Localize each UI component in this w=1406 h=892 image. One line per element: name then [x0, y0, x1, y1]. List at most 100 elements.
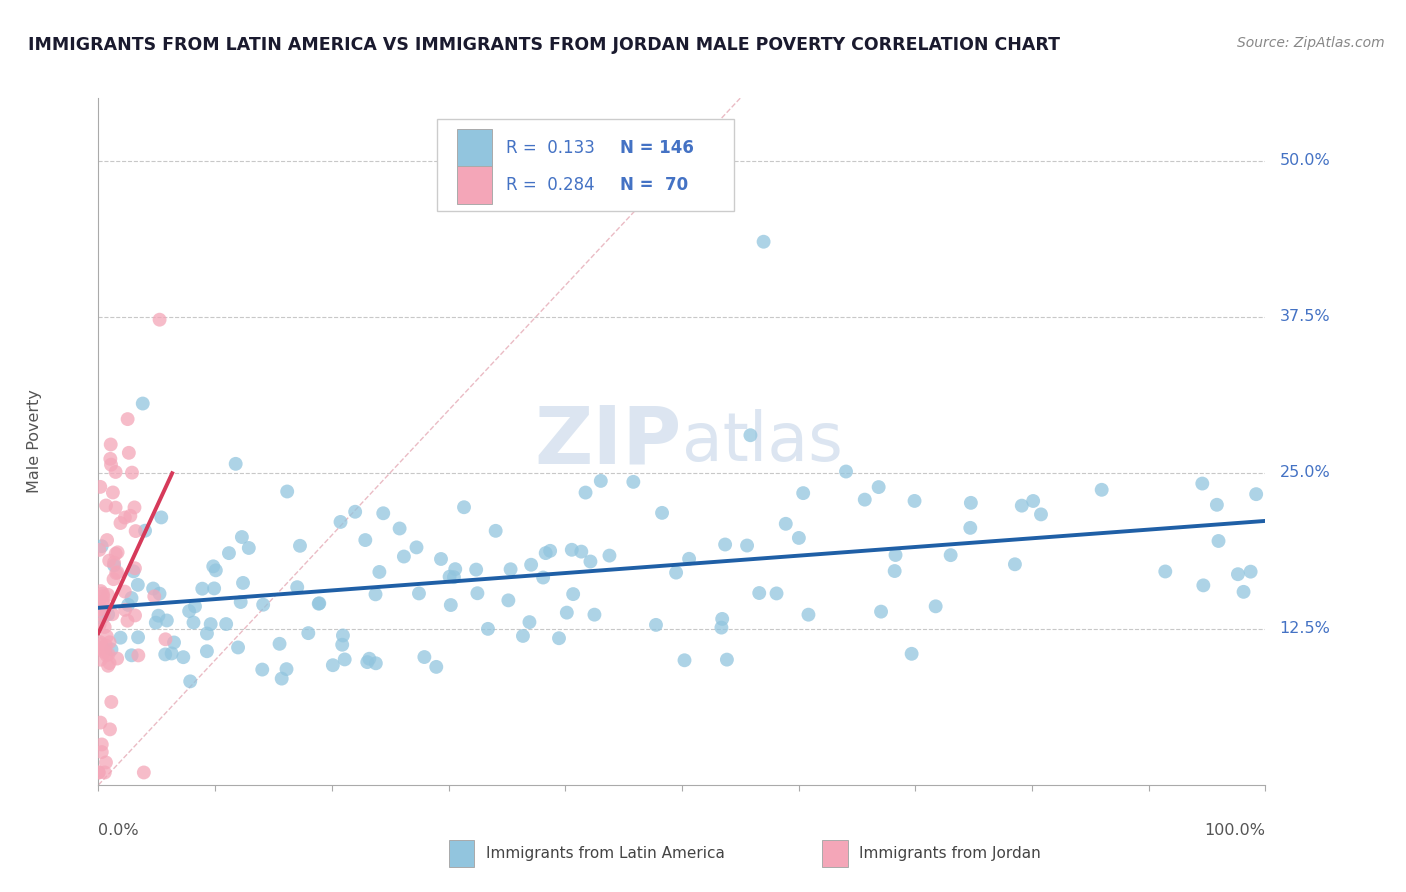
Text: 37.5%: 37.5%: [1279, 310, 1330, 324]
Point: [710, 621, 733, 635]
Point: [520, 558, 543, 572]
Point: [97, 588, 120, 602]
Point: [94, 756, 117, 770]
Text: Immigrants from Latin America: Immigrants from Latin America: [486, 847, 724, 861]
Point: [924, 599, 946, 614]
Point: [98, 656, 121, 670]
Point: [191, 582, 214, 596]
Point: [276, 484, 298, 499]
Point: [1239, 565, 1261, 579]
Point: [183, 615, 205, 630]
Point: [329, 515, 352, 529]
Point: [561, 542, 583, 557]
Point: [797, 607, 820, 622]
Point: [91, 589, 114, 603]
Point: [87, 765, 110, 780]
Point: [93, 642, 115, 657]
Text: 25.0%: 25.0%: [1279, 466, 1330, 480]
Point: [90, 539, 112, 553]
Point: [405, 541, 427, 555]
Point: [101, 607, 124, 622]
Point: [884, 548, 907, 562]
Point: [148, 608, 170, 623]
Point: [735, 539, 758, 553]
Point: [716, 652, 738, 666]
Point: [1004, 558, 1026, 572]
Point: [425, 660, 447, 674]
Point: [215, 617, 238, 632]
Point: [94, 499, 117, 513]
Point: [179, 674, 201, 689]
Point: [90, 602, 112, 616]
Point: [124, 608, 146, 623]
Point: [276, 662, 298, 676]
Point: [752, 235, 775, 249]
Point: [127, 578, 149, 592]
Point: [485, 524, 508, 538]
Point: [356, 655, 378, 669]
Point: [163, 635, 186, 649]
Point: [155, 632, 177, 647]
Text: atlas: atlas: [682, 409, 842, 475]
Point: [714, 537, 737, 551]
Point: [91, 594, 114, 608]
Point: [142, 582, 165, 596]
Point: [364, 587, 387, 601]
Point: [467, 586, 489, 600]
Point: [97, 647, 120, 661]
Point: [97, 607, 120, 622]
Point: [413, 650, 436, 665]
Text: N = 146: N = 146: [620, 139, 695, 157]
Text: 50.0%: 50.0%: [1279, 153, 1330, 168]
Point: [124, 561, 146, 575]
Point: [122, 565, 145, 579]
Text: R =  0.284: R = 0.284: [506, 177, 595, 194]
Point: [87, 640, 110, 655]
Point: [100, 437, 122, 451]
Point: [105, 566, 128, 580]
Point: [748, 586, 770, 600]
Point: [218, 546, 240, 560]
Bar: [823, 840, 848, 867]
Point: [678, 551, 700, 566]
Point: [252, 663, 274, 677]
Point: [145, 615, 167, 630]
Point: [673, 653, 696, 667]
Point: [775, 516, 797, 531]
Point: [118, 446, 141, 460]
Point: [105, 651, 128, 665]
Point: [121, 648, 143, 663]
Point: [229, 595, 252, 609]
Point: [388, 521, 411, 535]
Text: 0.0%: 0.0%: [98, 822, 139, 838]
Point: [184, 599, 207, 614]
Point: [179, 604, 201, 618]
Point: [90, 738, 112, 752]
Point: [107, 545, 129, 559]
Point: [132, 765, 155, 780]
Point: [1226, 567, 1249, 582]
Point: [104, 547, 127, 561]
Text: Male Poverty: Male Poverty: [27, 390, 42, 493]
Point: [225, 457, 247, 471]
Point: [231, 530, 253, 544]
Point: [498, 593, 520, 607]
Point: [569, 544, 592, 558]
Point: [574, 485, 596, 500]
Point: [538, 544, 561, 558]
Point: [104, 465, 127, 479]
Point: [91, 597, 114, 611]
Point: [1029, 508, 1052, 522]
Point: [98, 554, 121, 568]
Point: [883, 564, 905, 578]
Point: [96, 629, 118, 643]
Point: [202, 582, 225, 596]
Point: [853, 492, 876, 507]
Point: [579, 555, 602, 569]
Point: [150, 510, 173, 524]
Point: [1191, 476, 1213, 491]
Point: [94, 765, 117, 780]
Point: [1154, 565, 1177, 579]
Point: [439, 569, 461, 583]
Point: [645, 618, 668, 632]
